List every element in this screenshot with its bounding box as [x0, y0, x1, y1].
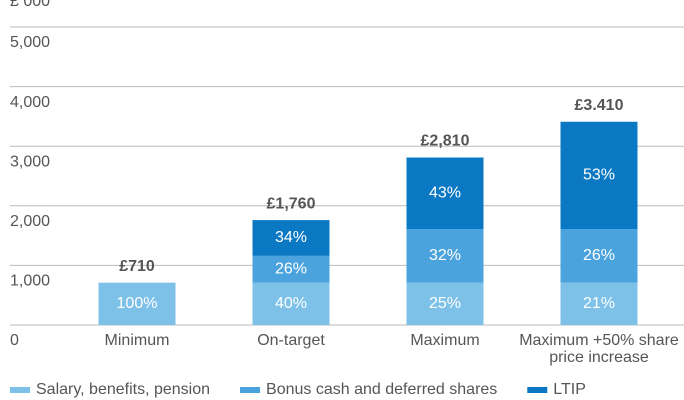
- x-tick-label: Maximum: [410, 332, 480, 349]
- y-tick-label: 2,000: [10, 213, 50, 230]
- total-label: £3.410: [575, 97, 624, 114]
- total-label: £710: [119, 258, 155, 275]
- x-tick-label: Maximum +50% share price increase: [519, 332, 679, 366]
- segment-label: 25%: [429, 295, 461, 312]
- total-label: £1,760: [267, 195, 316, 212]
- legend-swatch: [10, 387, 30, 393]
- y-tick-label: 0: [10, 332, 19, 349]
- bar-segment: [560, 121, 638, 230]
- bar-segment: [560, 282, 638, 325]
- y-tick-label: 1,000: [10, 273, 50, 290]
- total-label: £2,810: [421, 133, 470, 150]
- segment-label: 21%: [583, 295, 615, 312]
- segment-label: 32%: [429, 247, 461, 264]
- y-axis-label: £ 000: [10, 0, 50, 10]
- bar-segment: [406, 282, 484, 325]
- segment-label: 53%: [583, 167, 615, 184]
- bar-segment: [252, 282, 330, 325]
- y-tick-label: 5,000: [10, 34, 50, 51]
- legend-label: Bonus cash and deferred shares: [266, 381, 497, 398]
- segment-label: 26%: [275, 260, 307, 277]
- legend-label: Salary, benefits, pension: [36, 381, 210, 398]
- bar-segment: [406, 157, 484, 230]
- x-tick-label: On-target: [257, 332, 325, 349]
- y-tick-label: 4,000: [10, 94, 50, 111]
- bar-segment: [252, 220, 330, 256]
- segment-label: 43%: [429, 185, 461, 202]
- segment-label: 26%: [583, 247, 615, 264]
- y-tick-label: 3,000: [10, 153, 50, 170]
- x-tick-label: Minimum: [104, 332, 170, 349]
- legend-swatch: [240, 387, 261, 393]
- bar-segment: [252, 255, 330, 283]
- segment-label: 100%: [117, 295, 158, 312]
- legend-label: LTIP: [553, 381, 586, 398]
- bar-segment: [560, 229, 638, 283]
- legend-swatch: [527, 387, 548, 393]
- bar-segment: [98, 282, 176, 325]
- segment-label: 40%: [275, 295, 307, 312]
- segment-label: 34%: [275, 229, 307, 246]
- bar-segment: [406, 229, 484, 283]
